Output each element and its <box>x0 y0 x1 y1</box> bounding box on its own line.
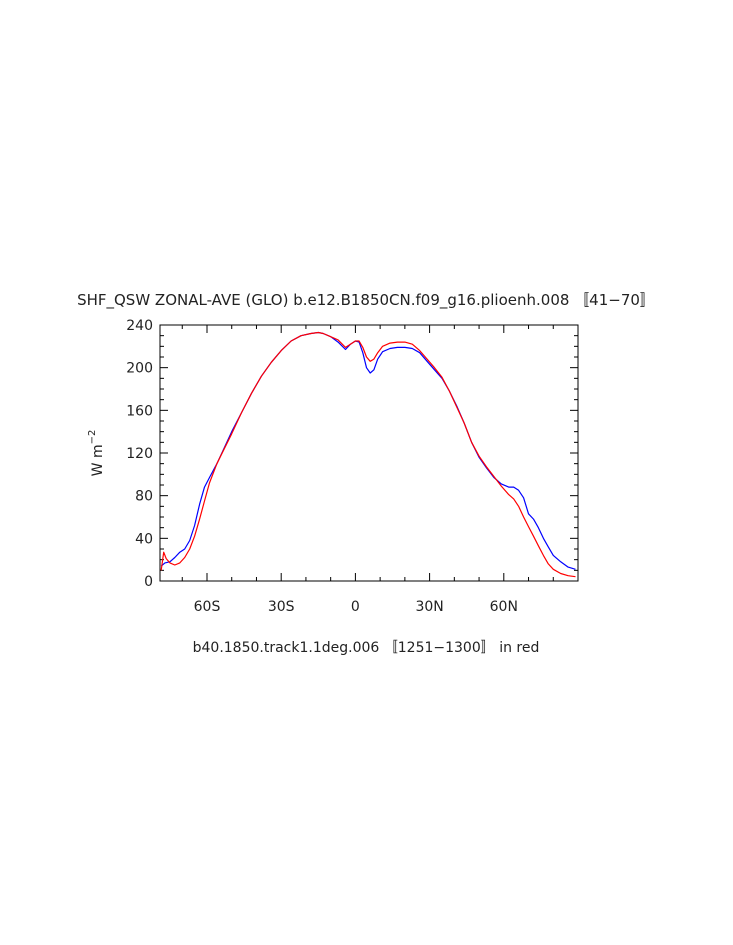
x-tick-label: 60S <box>194 599 221 615</box>
y-axis-label-sup: −2 <box>87 430 98 445</box>
series-line-blue <box>160 331 576 570</box>
y-axis-label: W m−2 <box>87 430 106 477</box>
axis-ticks <box>160 324 579 582</box>
y-axis-label-base: W m <box>90 444 106 476</box>
y-tick-label: 240 <box>126 318 153 334</box>
x-tick-label: 0 <box>351 599 360 615</box>
chart-title: SHF_QSW ZONAL-AVE (GLO) b.e12.B1850CN.f0… <box>77 291 655 310</box>
y-tick-label: 200 <box>126 361 153 377</box>
x-tick-label: 30N <box>415 599 443 615</box>
y-tick-labels: 0 40 80 120 160 200 240 <box>126 318 153 590</box>
x-tick-label: 30S <box>268 599 295 615</box>
series-line-red <box>160 331 576 578</box>
series-group <box>160 331 576 578</box>
plot-area <box>159 324 579 582</box>
y-tick-label: 120 <box>126 446 153 462</box>
y-tick-label: 0 <box>144 574 153 590</box>
x-tick-label: 60N <box>490 599 518 615</box>
x-tick-labels: 60S 30S 0 30N 60N <box>194 599 518 615</box>
y-tick-label: 40 <box>135 531 153 547</box>
y-tick-label: 160 <box>126 403 153 419</box>
x-axis-label: b40.1850.track1.1deg.006 〚1251−1300〛 in … <box>193 640 540 656</box>
y-tick-label: 80 <box>135 489 153 505</box>
